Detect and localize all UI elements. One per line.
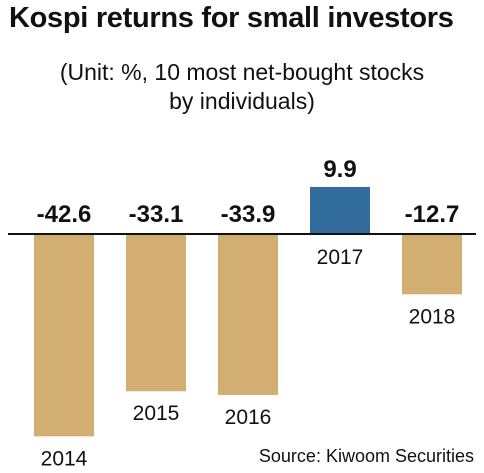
source-note: Source: Kiwoom Securities [258,446,474,466]
category-label-2016: 2016 [225,406,272,429]
category-label-2014: 2014 [41,447,88,470]
bar-2016 [218,234,278,396]
value-label-2018: -12.7 [405,201,460,228]
subtitle-line-2: by individuals) [169,88,315,114]
value-label-2016: -33.9 [221,201,276,228]
category-label-2017: 2017 [317,246,364,269]
chart-title: Kospi returns for small investors [9,2,454,34]
value-label-2017: 9.9 [323,156,356,183]
category-label-2018: 2018 [409,305,456,328]
value-label-2014: -42.6 [37,201,92,228]
bar-2015 [126,234,186,392]
bar-2014 [34,234,94,437]
chart-subtitle: (Unit: %, 10 most net-bought stocks by i… [0,58,484,116]
bar-2017 [310,186,370,234]
value-label-2015: -33.1 [129,201,184,228]
subtitle-line-1: (Unit: %, 10 most net-bought stocks [59,59,425,85]
category-label-2015: 2015 [133,402,180,425]
bar-2018 [402,234,462,295]
